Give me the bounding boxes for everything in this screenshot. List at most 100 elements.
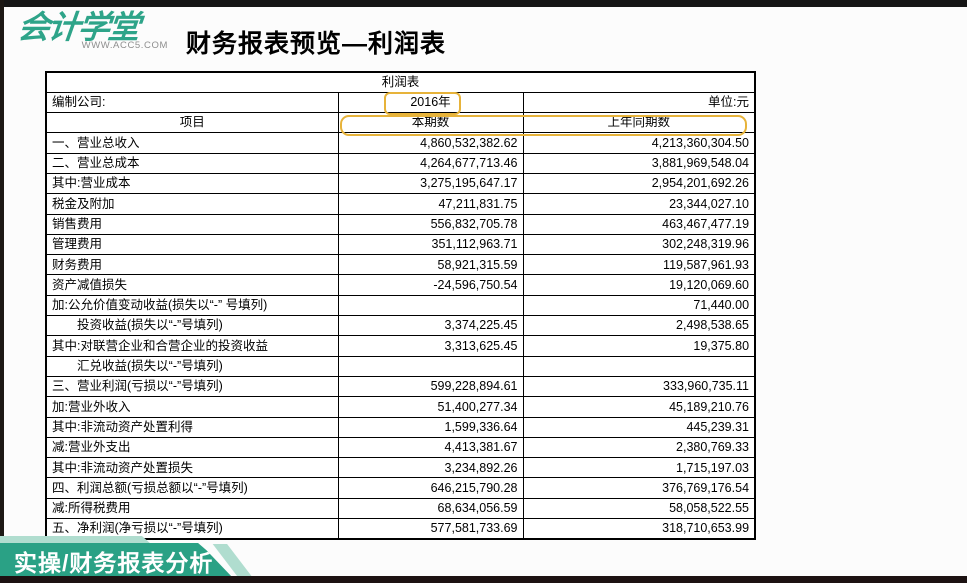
- brand-logo: 会计学堂 WWW.ACC5.COM: [16, 9, 168, 52]
- statement-title-row: 利润表: [45, 71, 756, 93]
- table-row: 财务费用 58,921,315.59 119,587,961.93: [45, 254, 756, 276]
- table-row: 销售费用 556,832,705.78 463,467,477.19: [45, 213, 756, 235]
- prior-period-cell: 333,960,735.11: [522, 375, 756, 398]
- item-cell: 销售费用: [45, 213, 339, 235]
- prior-period-cell: 2,380,769.33: [522, 436, 756, 459]
- logo-website-url: WWW.ACC5.COM: [81, 40, 168, 52]
- prior-period-cell: 376,769,176.54: [522, 477, 756, 499]
- columns-highlight-box: [340, 115, 747, 136]
- current-period-cell: 556,832,705.78: [337, 213, 524, 235]
- current-period-cell: 1,599,336.64: [337, 416, 524, 438]
- current-period-cell: 68,634,056.59: [337, 497, 524, 520]
- table-row: 加:公允价值变动收益(损失以“-” 号填列) 71,440.00: [45, 294, 756, 317]
- table-row: 一、营业总收入 4,860,532,382.62 4,213,360,304.50: [45, 132, 756, 154]
- prior-period-cell: 23,344,027.10: [522, 193, 756, 215]
- prior-period-cell: 463,467,477.19: [522, 213, 756, 235]
- current-period-cell: 58,921,315.59: [337, 254, 524, 276]
- current-period-cell: 3,374,225.45: [337, 315, 524, 337]
- item-cell: 三、营业利润(亏损以“-”号填列): [45, 375, 339, 398]
- current-period-cell: 4,413,381.67: [337, 436, 524, 459]
- prior-period-cell: 302,248,319.96: [522, 233, 756, 256]
- prior-period-cell: 58,058,522.55: [522, 497, 756, 520]
- current-period-cell: [337, 294, 524, 317]
- bottom-frame-bar: [0, 576, 967, 583]
- column-header-current: 本期数: [337, 112, 524, 134]
- prior-period-cell: 1,715,197.03: [522, 457, 756, 479]
- item-cell: 税金及附加: [45, 193, 339, 215]
- current-period-cell: 3,275,195,647.17: [337, 172, 524, 195]
- current-period-cell: 351,112,963.71: [337, 233, 524, 256]
- current-period-cell: 51,400,277.34: [337, 396, 524, 418]
- table-row: 其中:非流动资产处置损失 3,234,892.26 1,715,197.03: [45, 457, 756, 479]
- item-cell: 一、营业总收入: [45, 132, 339, 154]
- item-cell: 四、利润总额(亏损总额以“-”号填列): [45, 477, 339, 499]
- table-row: 五、净利润(净亏损以“-”号填列) 577,581,733.69 318,710,6…: [45, 518, 756, 540]
- prior-period-cell: 3,881,969,548.04: [522, 152, 756, 174]
- table-row: 税金及附加 47,211,831.75 23,344,027.10: [45, 193, 756, 215]
- item-cell: 减:营业外支出: [45, 436, 339, 459]
- item-cell: 汇兑收益(损失以“-”号填列): [45, 355, 339, 377]
- lesson-badge-label: 实操/财务报表分析: [14, 549, 214, 576]
- item-cell: 其中:营业成本: [45, 172, 339, 195]
- table-row: 其中:非流动资产处置利得 1,599,336.64 445,239.31: [45, 416, 756, 438]
- table-row: 加:营业外收入 51,400,277.34 45,189,210.76: [45, 396, 756, 418]
- prior-period-cell: 119,587,961.93: [522, 254, 756, 276]
- current-period-cell: 3,313,625.45: [337, 335, 524, 357]
- table-row: 四、利润总额(亏损总额以“-”号填列) 646,215,790.28 376,769…: [45, 477, 756, 499]
- current-period-cell: 47,211,831.75: [337, 193, 524, 215]
- prior-period-cell: [522, 355, 756, 377]
- top-frame-bar: [0, 0, 967, 7]
- current-period-cell: [337, 355, 524, 377]
- period-highlight-box: [384, 92, 461, 115]
- current-period-cell: 599,228,894.61: [337, 375, 524, 398]
- item-cell: 其中:对联营企业和合营企业的投资收益: [45, 335, 339, 357]
- item-cell: 加:营业外收入: [45, 396, 339, 418]
- table-row: 资产减值损失 -24,596,750.54 19,120,069.60: [45, 274, 756, 296]
- lesson-badge: 实操/财务报表分析: [0, 543, 233, 578]
- item-cell: 五、净利润(净亏损以“-”号填列): [45, 518, 339, 540]
- current-period-cell: 3,234,892.26: [337, 457, 524, 479]
- current-period-cell: 577,581,733.69: [337, 518, 524, 540]
- prior-period-cell: 318,710,653.99: [522, 518, 756, 540]
- item-cell: 资产减值损失: [45, 274, 339, 296]
- prior-period-cell: 445,239.31: [522, 416, 756, 438]
- current-period-cell: -24,596,750.54: [337, 274, 524, 296]
- table-row: 减:所得税费用 68,634,056.59 58,058,522.55: [45, 497, 756, 520]
- table-row: 其中:营业成本 3,275,195,647.17 2,954,201,692.26: [45, 172, 756, 195]
- table-row: 管理费用 351,112,963.71 302,248,319.96: [45, 233, 756, 256]
- table-row: 减:营业外支出 4,413,381.67 2,380,769.33: [45, 436, 756, 459]
- company-label: 编制公司:: [45, 91, 339, 114]
- page-title: 财务报表预览—利润表: [186, 30, 447, 58]
- prior-period-cell: 2,954,201,692.26: [522, 172, 756, 195]
- item-cell: 财务费用: [45, 254, 339, 276]
- item-cell: 投资收益(损失以“-”号填列): [45, 315, 339, 337]
- item-cell: 减:所得税费用: [45, 497, 339, 520]
- prior-period-cell: 71,440.00: [522, 294, 756, 317]
- current-period-cell: 4,264,677,713.46: [337, 152, 524, 174]
- item-cell: 其中:非流动资产处置损失: [45, 457, 339, 479]
- table-row: 二、营业总成本 4,264,677,713.46 3,881,969,548.04: [45, 152, 756, 174]
- prior-period-cell: 4,213,360,304.50: [522, 132, 756, 154]
- statement-body: 一、营业总收入 4,860,532,382.62 4,213,360,304.50 二…: [45, 132, 756, 540]
- item-cell: 其中:非流动资产处置利得: [45, 416, 339, 438]
- prior-period-cell: 45,189,210.76: [522, 396, 756, 418]
- income-statement-table: 利润表 编制公司: 2016年 单位:元 项目 本期数 上年同期数 一、营业总收…: [45, 71, 757, 540]
- prior-period-cell: 19,120,069.60: [522, 274, 756, 296]
- table-row: 三、营业利润(亏损以“-”号填列) 599,228,894.61 333,960,7…: [45, 375, 756, 398]
- column-header-item: 项目: [45, 112, 339, 134]
- table-row: 其中:对联营企业和合营企业的投资收益 3,313,625.45 19,375.80: [45, 335, 756, 357]
- item-cell: 管理费用: [45, 233, 339, 256]
- banner-accent-top: [0, 536, 151, 544]
- unit-label: 单位:元: [522, 91, 756, 114]
- current-period-cell: 4,860,532,382.62: [337, 132, 524, 154]
- left-frame-strip: [0, 0, 4, 583]
- prior-period-cell: 2,498,538.65: [522, 315, 756, 337]
- statement-title: 利润表: [45, 71, 756, 93]
- prior-period-cell: 19,375.80: [522, 335, 756, 357]
- current-period-cell: 646,215,790.28: [337, 477, 524, 499]
- item-cell: 二、营业总成本: [45, 152, 339, 174]
- table-row: 投资收益(损失以“-”号填列) 3,374,225.45 2,498,538.65: [45, 315, 756, 337]
- logo-wordmark: 会计学堂: [16, 9, 140, 45]
- item-cell: 加:公允价值变动收益(损失以“-” 号填列): [45, 294, 339, 317]
- table-row: 汇兑收益(损失以“-”号填列): [45, 355, 756, 377]
